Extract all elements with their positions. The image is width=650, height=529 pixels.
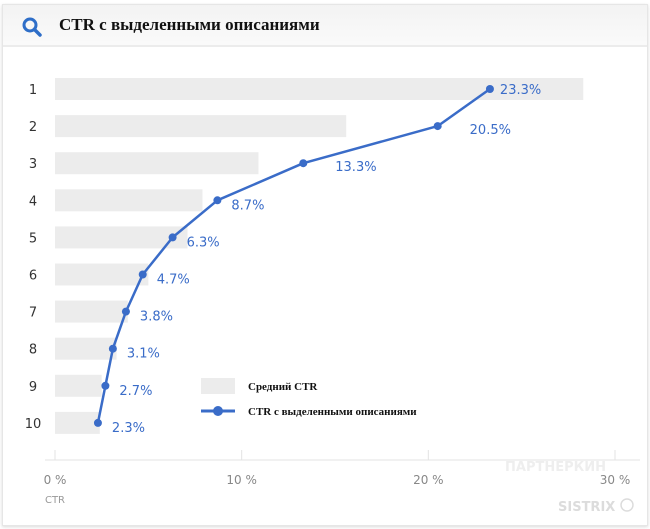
line-point (433, 122, 442, 131)
search-icon (22, 17, 42, 37)
bar-average-ctr (55, 374, 102, 397)
data-label: 4.7% (157, 273, 190, 288)
category-label: 7 (29, 306, 37, 321)
bar-average-ctr (55, 78, 584, 100)
data-label: 13.3% (335, 160, 376, 175)
legend-swatch-average (201, 378, 235, 394)
x-tick-label: 30 % (600, 473, 631, 487)
bar-average-ctr (55, 337, 117, 360)
data-label: 3.8% (140, 310, 173, 325)
legend-label-line: CTR с выделенными описаниями (248, 406, 417, 418)
line-point (299, 159, 308, 168)
line-point (108, 344, 117, 353)
x-tick-label: 0 % (44, 473, 67, 487)
category-label: 3 (29, 157, 37, 172)
bar-average-ctr (55, 115, 347, 138)
line-point (485, 85, 494, 93)
line-point (121, 307, 130, 316)
data-label: 3.1% (127, 347, 160, 362)
category-label: 8 (29, 343, 37, 358)
line-point (213, 196, 222, 205)
category-label: 5 (29, 231, 37, 246)
legend-label-average: Средний CTR (248, 381, 318, 393)
category-label: 4 (29, 194, 37, 209)
line-point (138, 270, 147, 279)
chart-title: CTR с выделенными описаниями (59, 15, 320, 34)
data-label: 2.3% (112, 421, 145, 436)
card-header: CTR с выделенными описаниями (3, 5, 647, 47)
data-label: 2.7% (119, 384, 152, 399)
x-tick-label: 20 % (413, 473, 444, 487)
series-line (96, 87, 491, 424)
x-axis-label: CTR (45, 495, 65, 506)
category-label: 6 (29, 269, 37, 284)
x-tick-label: 10 % (226, 473, 257, 487)
watermark-sistrix: SISTRIX (558, 500, 615, 515)
bar-average-ctr (55, 152, 259, 175)
category-label: 1 (29, 83, 37, 98)
sistrix-magnifier-icon (620, 498, 634, 512)
bar-average-ctr (55, 263, 149, 286)
watermark-partnerkin: ПАРТНЕРКИН (505, 460, 606, 475)
category-label: 9 (29, 380, 37, 395)
bar-average-ctr (55, 226, 188, 249)
line-point (93, 418, 102, 427)
legend-swatch-point (213, 406, 223, 416)
data-label: 8.7% (231, 198, 264, 213)
data-label: 23.3% (500, 83, 541, 98)
bar-average-ctr (55, 411, 100, 434)
line-point (168, 233, 177, 242)
category-label: 2 (29, 120, 37, 135)
bar-average-ctr (55, 189, 203, 212)
data-label: 6.3% (187, 235, 220, 250)
bar-average-ctr (55, 300, 128, 323)
line-point (101, 381, 110, 390)
category-label: 10 (25, 417, 42, 432)
data-label: 20.5% (470, 123, 511, 138)
